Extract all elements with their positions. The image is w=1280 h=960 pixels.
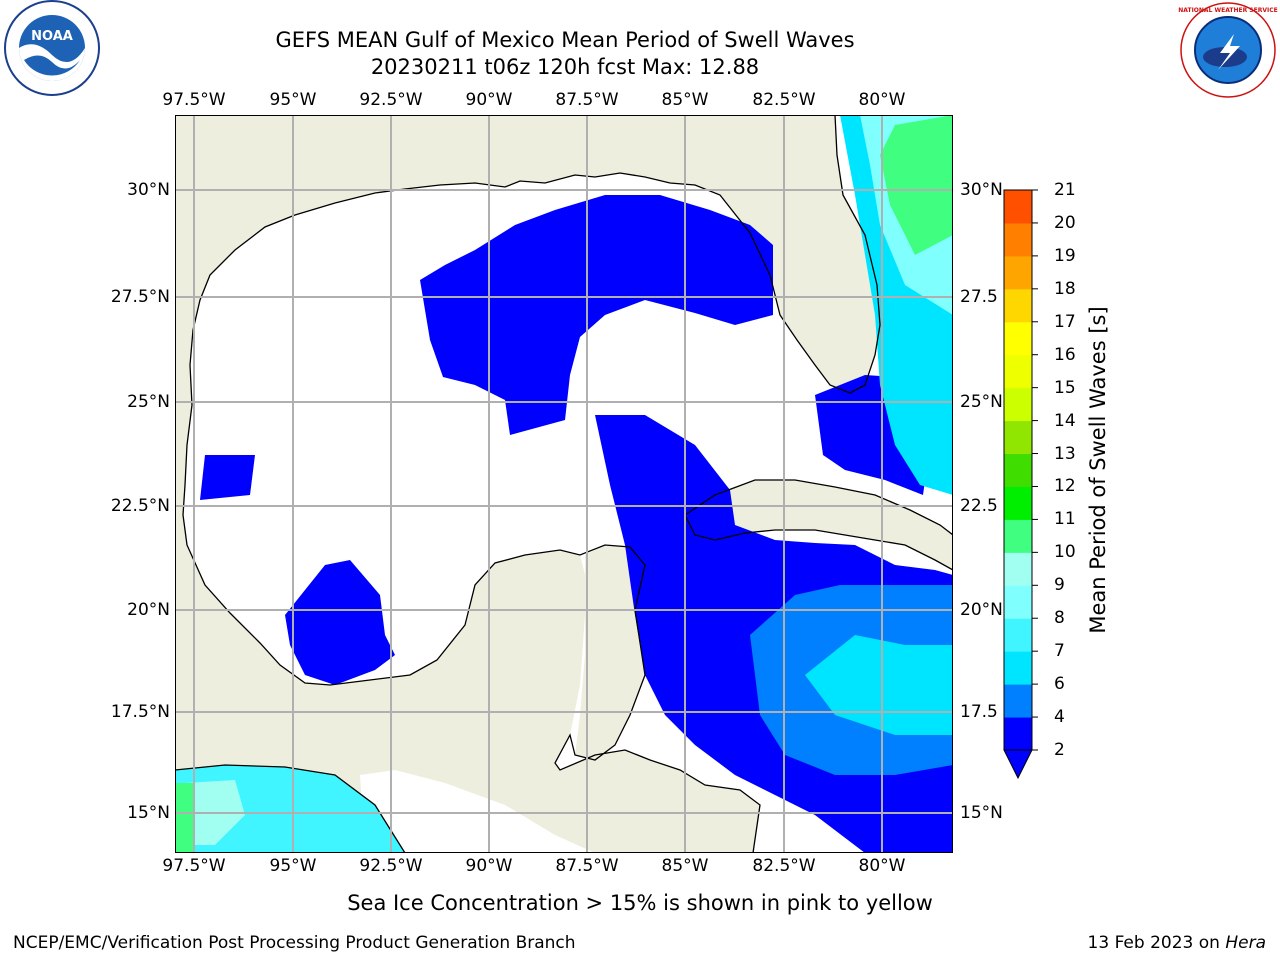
tick-label: 22.5 (960, 496, 998, 516)
noaa-logo-text: NOAA (31, 29, 73, 44)
colorbar-tick-label: 16 (1054, 344, 1076, 365)
colorbar-bin (1004, 552, 1032, 586)
colorbar-bin (1004, 190, 1032, 224)
tick-label: 30°N (960, 180, 1003, 200)
colorbar-tick-label: 17 (1054, 311, 1076, 332)
colorbar-bin (1004, 288, 1032, 323)
colorbar-bin (1004, 684, 1032, 718)
tick-label: 87.5°W (555, 90, 619, 110)
colorbar-bin (1004, 717, 1032, 751)
colorbar-bin (1004, 618, 1032, 652)
colorbar-bin (1004, 486, 1032, 520)
colorbar-frame (1003, 189, 1033, 751)
colorbar-tick-label: 20 (1054, 212, 1076, 233)
tick-label: 27.5°N (110, 287, 170, 307)
colorbar-tick-label: 19 (1054, 245, 1076, 266)
tick-label: 15°N (127, 803, 170, 823)
land-cuba (685, 480, 953, 570)
swell-region-atlantic-green (880, 115, 953, 255)
colorbar (1003, 189, 1038, 780)
tick-label: 82.5°W (752, 856, 816, 876)
colorbar-tick-label: 15 (1054, 377, 1076, 398)
chart-subtitle-run: 20230211 t06z 120h fcst Max: 12.88 (370, 55, 760, 79)
noaa-logo: NOAA (4, 0, 100, 96)
swell-region-west (200, 455, 255, 500)
tick-label: 80°W (858, 90, 906, 110)
colorbar-bin (1004, 354, 1032, 389)
colorbar-bin (1004, 453, 1032, 487)
colorbar-tick-label: 13 (1054, 443, 1076, 464)
tick-label: 85°W (661, 90, 709, 110)
colorbar-bin (1004, 222, 1032, 257)
tick-label: 20°N (127, 600, 170, 620)
tick-label: 17.5°N (110, 702, 170, 722)
colorbar-tick-label: 4 (1054, 707, 1065, 728)
colorbar-tick-label: 10 (1054, 542, 1076, 563)
colorbar-tick-label: 18 (1054, 278, 1076, 299)
land-south-america (360, 770, 595, 853)
swell-region-pacific-green (175, 783, 195, 853)
tick-label: 27.5 (960, 287, 998, 307)
colorbar-tick-label: 8 (1054, 608, 1065, 629)
footer-host: Hera (1225, 933, 1266, 953)
colorbar-bin (1004, 585, 1032, 619)
tick-label: 85°W (661, 856, 709, 876)
tick-label: 95°W (269, 856, 317, 876)
tick-label: 97.5°W (162, 90, 226, 110)
tick-label: 92.5°W (359, 856, 423, 876)
swell-region-caribbean-inner (805, 635, 953, 735)
nws-logo-text: NATIONAL WEATHER SERVICE (1178, 7, 1277, 14)
land-yucatan (575, 545, 645, 760)
map-plot (175, 115, 953, 853)
colorbar-bin (1004, 420, 1032, 455)
tick-label: 80°W (858, 856, 906, 876)
footer-date: 13 Feb 2023 on Hera (1088, 933, 1266, 953)
tick-label: 87.5°W (555, 856, 619, 876)
tick-label: 15°N (960, 803, 1003, 823)
sea-ice-note: Sea Ice Concentration > 15% is shown in … (347, 891, 933, 915)
tick-label: 17.5 (960, 702, 998, 722)
colorbar-tick-label: 14 (1054, 410, 1076, 431)
coastline-cuba (684, 479, 953, 571)
colorbar-tick-label: 21 (1054, 180, 1076, 200)
colorbar-tick-label: 9 (1054, 575, 1065, 596)
colorbar-bin (1004, 519, 1032, 553)
swell-region-bay-of-campeche (285, 560, 395, 685)
colorbar-tick-label: 6 (1054, 674, 1065, 695)
tick-label: 30°N (127, 180, 170, 200)
colorbar-tick-label: 7 (1054, 641, 1065, 662)
tick-label: 20°N (960, 600, 1003, 620)
nws-logo: NATIONAL WEATHER SERVICE (1178, 2, 1278, 98)
colorbar-bin (1004, 651, 1032, 685)
tick-label: 82.5°W (752, 90, 816, 110)
coastline-gulf (182, 115, 881, 853)
colorbar-bin (1004, 387, 1032, 422)
colorbar-tick-label: 11 (1054, 509, 1076, 530)
colorbar-label: Mean Period of Swell Waves [s] (1086, 306, 1110, 634)
colorbar-bin (1004, 321, 1032, 356)
tick-label: 97.5°W (162, 856, 226, 876)
tick-label: 90°W (465, 90, 513, 110)
footer-credit: NCEP/EMC/Verification Post Processing Pr… (13, 933, 576, 953)
colorbar-tick-label: 12 (1054, 476, 1076, 497)
gridlines (175, 115, 953, 853)
map-frame (175, 115, 953, 853)
tick-label: 25°N (127, 392, 170, 412)
colorbar-extend-arrow (1003, 749, 1033, 780)
tick-label: 22.5°N (110, 496, 170, 516)
footer-date-text: 13 Feb 2023 on (1087, 933, 1226, 953)
colorbar-bin (1004, 255, 1032, 290)
tick-label: 90°W (465, 856, 513, 876)
colorbar-tick-label: 2 (1054, 740, 1065, 760)
tick-label: 95°W (269, 90, 317, 110)
chart-title: GEFS MEAN Gulf of Mexico Mean Period of … (275, 28, 855, 52)
tick-label: 92.5°W (359, 90, 423, 110)
tick-label: 25°N (960, 392, 1003, 412)
